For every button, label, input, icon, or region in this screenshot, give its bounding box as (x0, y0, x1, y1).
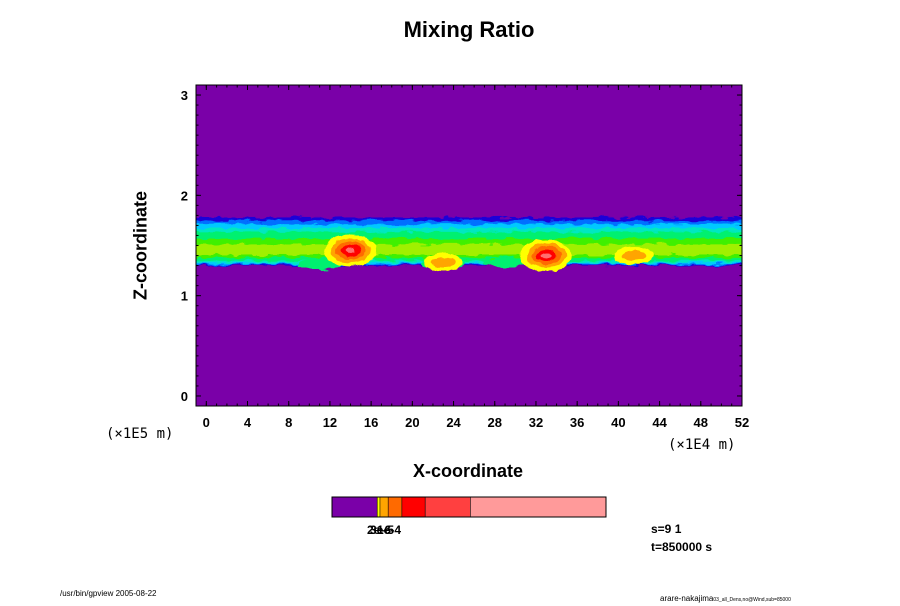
colorbar: 2e-63e-51e-4 (331, 496, 607, 537)
x-tick-label: 12 (323, 415, 337, 430)
x-tick-label: 8 (285, 415, 292, 430)
y-tick-label: 2 (181, 188, 188, 203)
x-tick-label: 4 (244, 415, 252, 430)
colorbar-segment (388, 497, 402, 517)
colorbar-frame (331, 496, 607, 518)
chart-title: Mixing Ratio (403, 17, 535, 42)
mixing-layer (196, 217, 742, 270)
x-tick-label: 36 (570, 415, 584, 430)
x-tick-label: 52 (735, 415, 749, 430)
x-tick-label: 48 (694, 415, 708, 430)
hotspot-high (345, 247, 356, 254)
x-tick-label: 40 (611, 415, 625, 430)
colorbar-segment (377, 497, 380, 517)
colorbar-label: 1e-4 (377, 523, 401, 537)
colorbar-segment (379, 497, 389, 517)
colorbar-segment (470, 497, 606, 517)
y-tick-label: 3 (181, 88, 188, 103)
y-tick-label: 0 (181, 389, 188, 404)
y-tick-label: 1 (181, 289, 188, 304)
hotspots (324, 234, 654, 272)
colorbar-segment (332, 497, 378, 517)
footer-right-small: 03_all_Dens,no@Wind,sub=85000 (713, 597, 791, 603)
layer-band (196, 244, 742, 255)
colorbar-label: 2e-6 (367, 523, 391, 537)
x-tick-label: 44 (652, 415, 667, 430)
hotspot-mid (621, 250, 646, 261)
mixing-ratio-field (196, 217, 742, 272)
stat-t: t=850000 s (651, 540, 713, 554)
y-axis-unit: (×1E5 m) (106, 426, 174, 442)
x-tick-label: 24 (446, 415, 461, 430)
colorbar-segment (425, 497, 471, 517)
stat-s: s=9 1 (651, 522, 682, 536)
x-tick-label: 0 (203, 415, 210, 430)
colorbar-label: 3e-5 (370, 523, 394, 537)
footer-left: /usr/bin/gpview 2005-08-22 (60, 589, 157, 598)
x-tick-label: 20 (405, 415, 419, 430)
colorbar-segment (401, 497, 426, 517)
x-axis-unit: (×1E4 m) (668, 437, 736, 453)
layer-bump (297, 259, 342, 270)
hotspot-mid (431, 257, 456, 268)
footer-right-main: arare-nakajima (660, 594, 714, 603)
x-axis-title: X-coordinate (412, 461, 523, 481)
x-tick-label: 28 (488, 415, 502, 430)
x-tick-label: 16 (364, 415, 378, 430)
layer-bump (483, 257, 528, 268)
y-axis-title: Z-coordinate (130, 191, 151, 301)
footer-right: arare-nakajima03_all_Dens,no@Wind,sub=85… (660, 588, 791, 606)
x-tick-label: 32 (529, 415, 543, 430)
hotspot-high (541, 252, 552, 259)
